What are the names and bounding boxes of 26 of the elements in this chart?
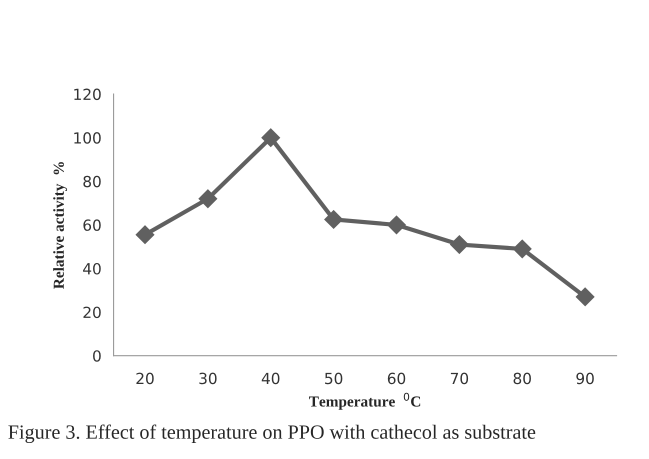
- x-tick-label: 30: [199, 372, 217, 384]
- point: [512, 240, 532, 258]
- y-tick-label: 60: [83, 219, 101, 231]
- point: [324, 210, 343, 229]
- x-axis-title: Temperature $^{0}$C: [309, 392, 420, 410]
- x-tick-label: 20: [136, 372, 154, 384]
- x-tick-label: 70: [450, 372, 468, 384]
- y-tick-label: 100: [74, 132, 101, 144]
- y-axis-title: Relative activity %: [53, 162, 68, 289]
- point: [198, 189, 218, 208]
- point: [576, 288, 594, 306]
- x-tick-label: 40: [262, 372, 280, 384]
- point: [136, 225, 154, 244]
- y-tick-label: 40: [83, 262, 101, 275]
- x-tick-label: 80: [514, 372, 531, 384]
- point: [387, 216, 406, 234]
- y-tick-label: 0: [93, 350, 101, 362]
- y-tick-label: 80: [83, 176, 101, 188]
- point: [261, 128, 280, 148]
- x-tick-label: 90: [576, 372, 594, 384]
- caption: Figure 3. Effect of temperature on PPO with cathecol as substrate: [8, 424, 536, 444]
- point: [450, 235, 469, 254]
- x-tick-label: 50: [325, 372, 342, 384]
- y-tick-label: 20: [83, 306, 101, 318]
- x-tick-label: 60: [388, 372, 406, 384]
- y-tick-label: 120: [74, 88, 101, 100]
